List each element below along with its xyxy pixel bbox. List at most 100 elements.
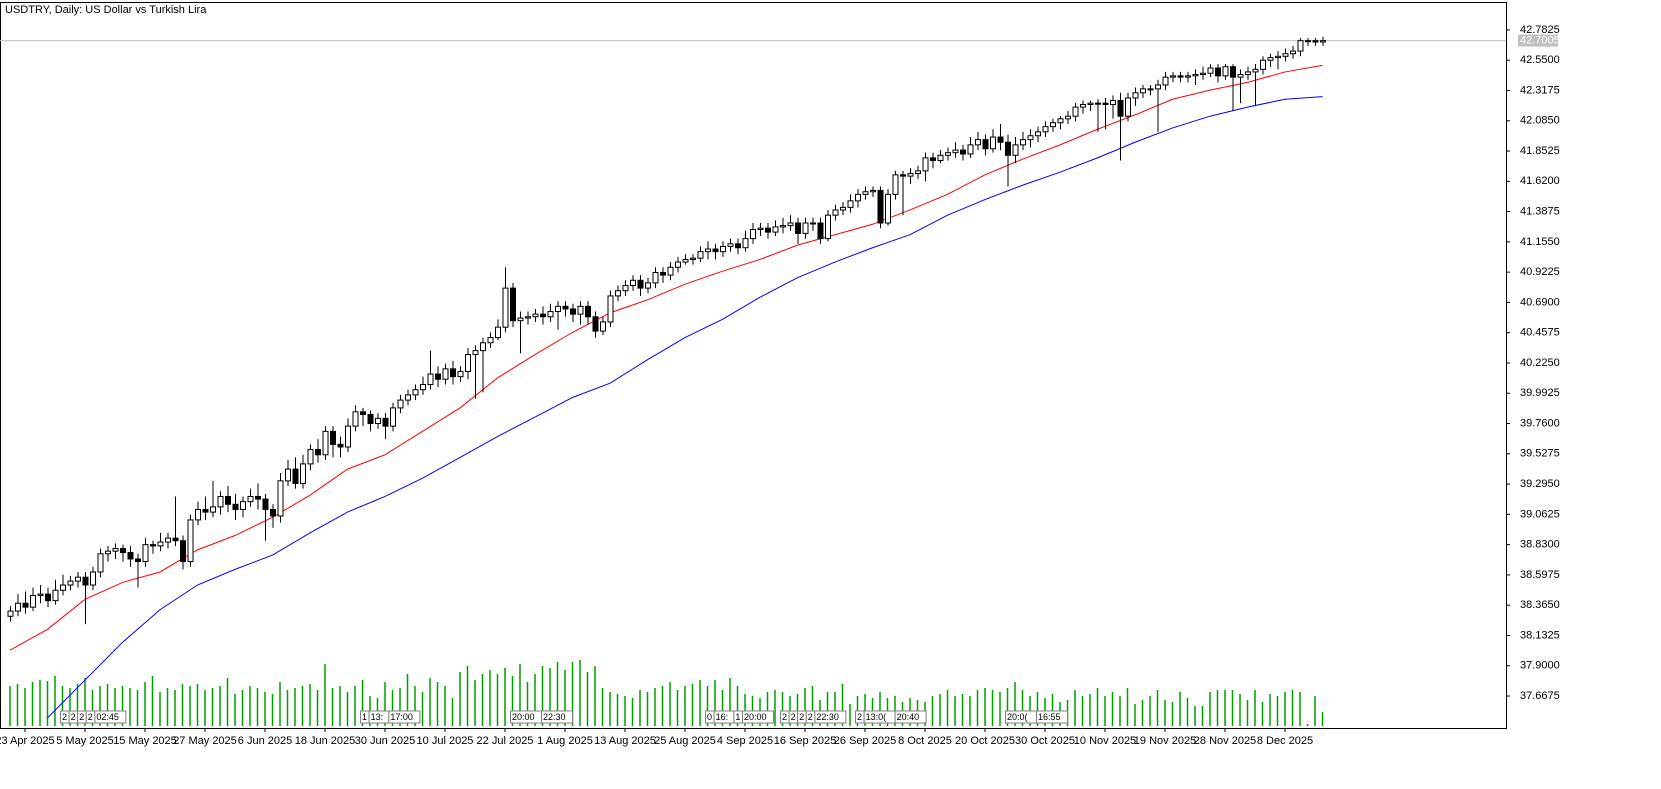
event-marker-label: 0 (707, 712, 712, 722)
y-tick-label: 37.6675 (1520, 690, 1560, 702)
candle-body (345, 425, 351, 448)
candle-body (105, 550, 111, 555)
candle-body (802, 222, 809, 234)
candle-body (427, 373, 434, 385)
candle-body (607, 295, 614, 323)
y-tick-label: 41.6200 (1520, 175, 1560, 187)
candle-body (315, 449, 321, 456)
candle-body (705, 248, 711, 253)
candle-body (735, 243, 741, 249)
event-marker-label: 2 (791, 712, 796, 722)
x-tick-label: 13 Aug 2025 (594, 735, 656, 747)
candle-body (570, 308, 576, 315)
candle-body (930, 157, 936, 161)
candle-body (187, 519, 194, 563)
candle-body (330, 430, 336, 445)
x-tick-label: 26 Sep 2025 (834, 735, 896, 747)
event-marker-label: 2 (79, 712, 84, 722)
candle-body (960, 149, 966, 155)
candle-body (210, 506, 216, 513)
candle-body (262, 498, 269, 510)
candle-body (630, 279, 636, 286)
y-tick-label: 38.3650 (1520, 599, 1560, 611)
x-tick-label: 15 May 2025 (113, 735, 177, 747)
candle-body (1297, 40, 1304, 52)
x-tick-label: 18 Jun 2025 (295, 735, 356, 747)
candle-body (1110, 100, 1116, 105)
candle-body (172, 537, 179, 542)
y-tick-label: 39.7600 (1520, 417, 1560, 429)
candle-body (885, 193, 891, 224)
candle-body (1020, 139, 1026, 146)
candle-body (52, 589, 59, 602)
x-tick-label: 8 Dec 2025 (1257, 735, 1313, 747)
candle-body (277, 480, 284, 517)
candle-body (1275, 55, 1281, 59)
y-tick-label: 40.2250 (1520, 357, 1560, 369)
candle-body (645, 282, 651, 289)
candle-body (750, 229, 756, 240)
y-tick-label: 41.3875 (1520, 206, 1560, 218)
candle-body (352, 411, 359, 427)
event-marker-box (388, 710, 421, 724)
event-marker-label: 1 (362, 712, 367, 722)
candle-body (652, 271, 659, 284)
candle-body (975, 139, 981, 146)
y-tick-label: 38.5975 (1520, 569, 1560, 581)
candle-body (585, 305, 591, 318)
candle-body (840, 206, 846, 211)
y-tick-label: 42.7825 (1520, 24, 1560, 36)
x-tick-label: 10 Jul 2025 (417, 735, 474, 747)
candle-body (22, 602, 29, 608)
candle-body (150, 544, 156, 547)
event-marker-label: 20:0( (1007, 712, 1028, 722)
event-marker-label: 02:45 (96, 712, 119, 722)
candle-body (1282, 53, 1289, 57)
candle-body (90, 571, 96, 586)
candle-body (862, 191, 869, 195)
x-tick-label: 25 Aug 2025 (654, 735, 716, 747)
candle-body (435, 373, 441, 380)
x-tick-label: 4 Sep 2025 (717, 735, 773, 747)
candle-body (255, 495, 261, 500)
candle-body (480, 342, 486, 352)
candle-body (1177, 75, 1184, 78)
event-marker-label: 1 (735, 712, 740, 722)
candle-body (1057, 118, 1064, 124)
candle-body (375, 417, 381, 425)
candle-body (1185, 75, 1191, 78)
candle-body (592, 316, 599, 332)
candle-body (60, 584, 66, 591)
candle-body (30, 594, 36, 608)
x-tick-label: 30 Oct 2025 (1015, 735, 1075, 747)
candle-body (450, 368, 456, 378)
plot-frame (0, 2, 1507, 729)
candle-body (795, 222, 801, 234)
candle-body (1125, 97, 1131, 117)
y-tick-label: 40.9225 (1520, 266, 1560, 278)
candle-body (900, 174, 906, 177)
event-marker-label: 2 (71, 712, 76, 722)
candle-body (1237, 74, 1244, 78)
candle-body (510, 287, 516, 322)
candle-body (562, 305, 569, 310)
last-price-box (1518, 34, 1558, 47)
event-marker-label: 2 (799, 712, 804, 722)
event-marker-label: 20:40 (897, 712, 920, 722)
candle-body (127, 551, 134, 560)
candle-body (1207, 67, 1214, 74)
candle-body (1200, 72, 1206, 76)
x-tick-label: 19 Nov 2025 (1134, 735, 1196, 747)
candle-body (487, 337, 494, 344)
candle-body (337, 443, 344, 448)
candle-body (225, 495, 231, 505)
candle-body (757, 227, 764, 231)
candle-body (990, 136, 996, 150)
candle-body (810, 222, 816, 225)
candle-body (742, 238, 749, 249)
candle-body (600, 321, 606, 332)
candle-body (997, 136, 1004, 143)
candle-body (135, 558, 141, 563)
candle-body (727, 243, 734, 247)
